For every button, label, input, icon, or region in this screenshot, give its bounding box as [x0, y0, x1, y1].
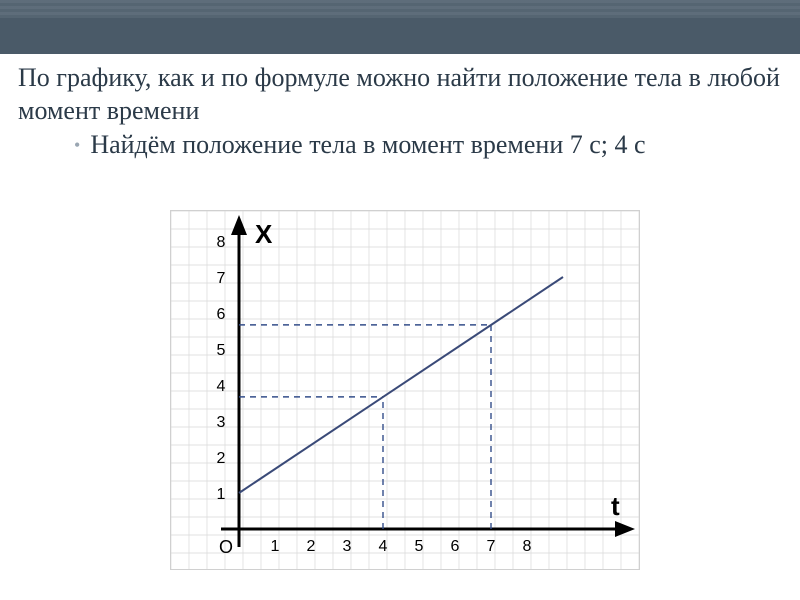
bullet-icon: •	[74, 135, 80, 156]
chart-panel: Xt О 1 2 3 4 5 6 7 8 1 2 3 4 5 6 7 8	[170, 210, 640, 570]
svg-text:3: 3	[217, 414, 226, 431]
svg-text:6: 6	[451, 538, 460, 555]
svg-text:7: 7	[217, 270, 226, 287]
bullet-row: • Найдём положение тела в момент времени…	[74, 129, 782, 162]
svg-text:8: 8	[217, 234, 226, 251]
svg-text:5: 5	[415, 538, 424, 555]
svg-text:6: 6	[217, 306, 226, 323]
svg-text:2: 2	[307, 538, 316, 555]
svg-text:X: X	[255, 219, 273, 249]
svg-text:4: 4	[217, 378, 226, 395]
text-block: По графику, как и по формуле можно найти…	[12, 60, 788, 168]
svg-text:8: 8	[523, 538, 532, 555]
bullet-text: Найдём положение тела в момент времени 7…	[90, 129, 645, 162]
svg-text:1: 1	[271, 538, 280, 555]
svg-text:5: 5	[217, 342, 226, 359]
svg-text:4: 4	[379, 538, 388, 555]
svg-text:2: 2	[217, 450, 226, 467]
heading-text: По графику, как и по формуле можно найти…	[18, 62, 782, 127]
title-bar	[0, 0, 800, 54]
svg-text:О: О	[219, 537, 233, 557]
chart-svg: Xt О 1 2 3 4 5 6 7 8 1 2 3 4 5 6 7 8	[171, 211, 639, 569]
svg-text:1: 1	[217, 486, 226, 503]
svg-text:t: t	[611, 491, 620, 521]
svg-text:7: 7	[487, 538, 496, 555]
svg-text:3: 3	[343, 538, 352, 555]
